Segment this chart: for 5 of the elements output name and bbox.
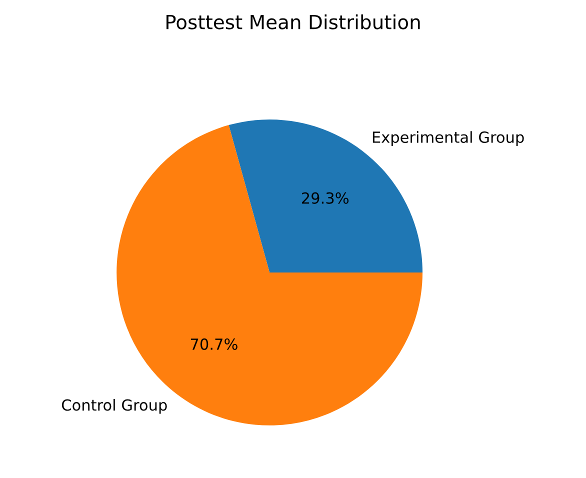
data-label: 70.7% [190, 338, 238, 350]
data-label: 29.3% [302, 192, 349, 204]
slice-label: Experimental Group [372, 131, 524, 146]
slice-label: Control Group [62, 398, 167, 414]
chart-title: Posttest Mean Distribution [166, 14, 420, 30]
